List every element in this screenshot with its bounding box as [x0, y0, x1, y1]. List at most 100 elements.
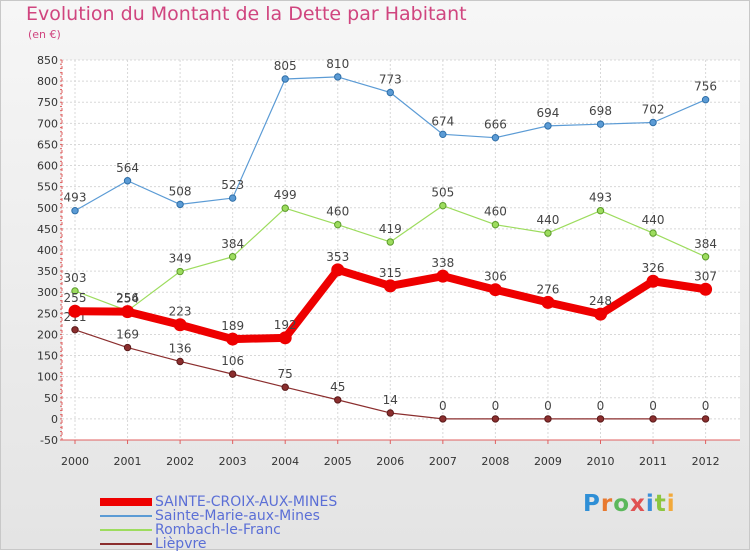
data-point [544, 415, 552, 423]
data-point [331, 263, 345, 277]
data-label: 810 [326, 57, 349, 71]
data-point [436, 269, 450, 283]
x-tick-label: 2004 [271, 455, 299, 468]
y-tick-label: 150 [37, 350, 58, 363]
data-label: 255 [64, 291, 87, 305]
data-label: 307 [694, 269, 717, 283]
data-point [649, 415, 657, 423]
data-point [701, 415, 710, 423]
data-label: 756 [694, 80, 717, 94]
data-label: 338 [431, 256, 454, 270]
data-point [488, 283, 502, 297]
data-label: 694 [536, 106, 559, 120]
data-label: 0 [439, 399, 447, 413]
data-point [278, 331, 292, 345]
data-point [121, 305, 135, 319]
data-label: 523 [221, 178, 244, 192]
data-point [439, 130, 447, 139]
data-point [386, 409, 394, 417]
legend-label: Sainte-Marie-aux-Mines [155, 508, 320, 524]
data-label: 353 [326, 250, 349, 264]
data-label: 698 [589, 104, 612, 118]
x-tick-label: 2009 [534, 455, 562, 468]
data-point [596, 415, 605, 423]
data-point [173, 318, 187, 332]
data-label: 702 [642, 102, 665, 116]
data-point [228, 253, 237, 261]
y-tick-label: 100 [37, 371, 58, 384]
data-label: 303 [64, 271, 87, 285]
data-label: 315 [379, 266, 402, 280]
data-label: 0 [544, 399, 552, 413]
data-point [386, 238, 394, 246]
legend-swatch [100, 498, 152, 506]
y-tick-label: 650 [37, 138, 58, 151]
legend-label: Rombach-le-Franc [155, 522, 281, 538]
y-tick-label: 50 [44, 392, 58, 405]
data-point [226, 332, 240, 346]
data-label: 326 [642, 261, 665, 275]
data-point [123, 177, 132, 185]
data-point [701, 95, 710, 104]
data-label: 349 [169, 252, 192, 266]
data-point [596, 120, 605, 128]
data-label: 384 [221, 237, 244, 251]
data-point [594, 307, 607, 321]
y-tick-label: 0 [51, 413, 58, 426]
y-tick-label: 750 [37, 96, 58, 109]
y-tick-label: 200 [37, 328, 58, 341]
data-point [541, 295, 555, 309]
data-label: 0 [649, 399, 657, 413]
x-tick-label: 2007 [429, 455, 457, 468]
data-label: 45 [330, 380, 345, 394]
chart-subtitle: (en €) [28, 28, 61, 41]
legend-swatch [100, 529, 152, 531]
data-label: 189 [221, 319, 244, 333]
data-label: 192 [274, 318, 297, 332]
data-point [71, 287, 79, 295]
y-tick-label: 350 [37, 265, 58, 278]
x-tick-label: 2001 [114, 455, 142, 468]
y-tick-label: 850 [37, 54, 58, 67]
data-label: 223 [169, 305, 192, 319]
data-label: 14 [383, 393, 398, 407]
data-label: 276 [536, 282, 559, 296]
y-tick-label: -50 [40, 434, 58, 447]
data-label: 306 [484, 270, 507, 284]
data-label: 106 [221, 354, 244, 368]
y-tick-label: 700 [37, 117, 58, 130]
data-label: 666 [484, 118, 507, 132]
y-tick-label: 250 [37, 307, 58, 320]
data-point [71, 207, 79, 215]
data-point [649, 229, 657, 237]
data-point [646, 274, 660, 288]
data-label: 493 [64, 191, 87, 205]
x-tick-label: 2003 [219, 455, 247, 468]
data-point [334, 396, 342, 404]
data-label: 493 [589, 191, 612, 205]
data-point [334, 220, 342, 229]
data-label: 508 [169, 184, 192, 198]
data-label: 254 [116, 292, 139, 306]
data-label: 440 [536, 213, 559, 227]
data-label: 773 [379, 73, 402, 87]
data-label: 505 [431, 186, 454, 200]
data-label: 0 [597, 399, 605, 413]
y-tick-label: 600 [37, 160, 58, 173]
data-point [281, 383, 289, 391]
y-tick-label: 550 [37, 181, 58, 194]
x-tick-label: 2002 [166, 455, 194, 468]
legend-label: Lièpvre [155, 536, 207, 552]
data-point [439, 201, 447, 210]
data-label: 440 [642, 213, 665, 227]
x-tick-label: 2006 [376, 455, 404, 468]
x-tick-label: 2005 [324, 455, 352, 468]
data-point [699, 282, 713, 296]
data-label: 564 [116, 161, 139, 175]
data-point [123, 343, 132, 352]
data-point [544, 122, 552, 130]
data-label: 75 [278, 367, 293, 381]
data-point [439, 415, 447, 423]
data-label: 460 [326, 205, 349, 219]
